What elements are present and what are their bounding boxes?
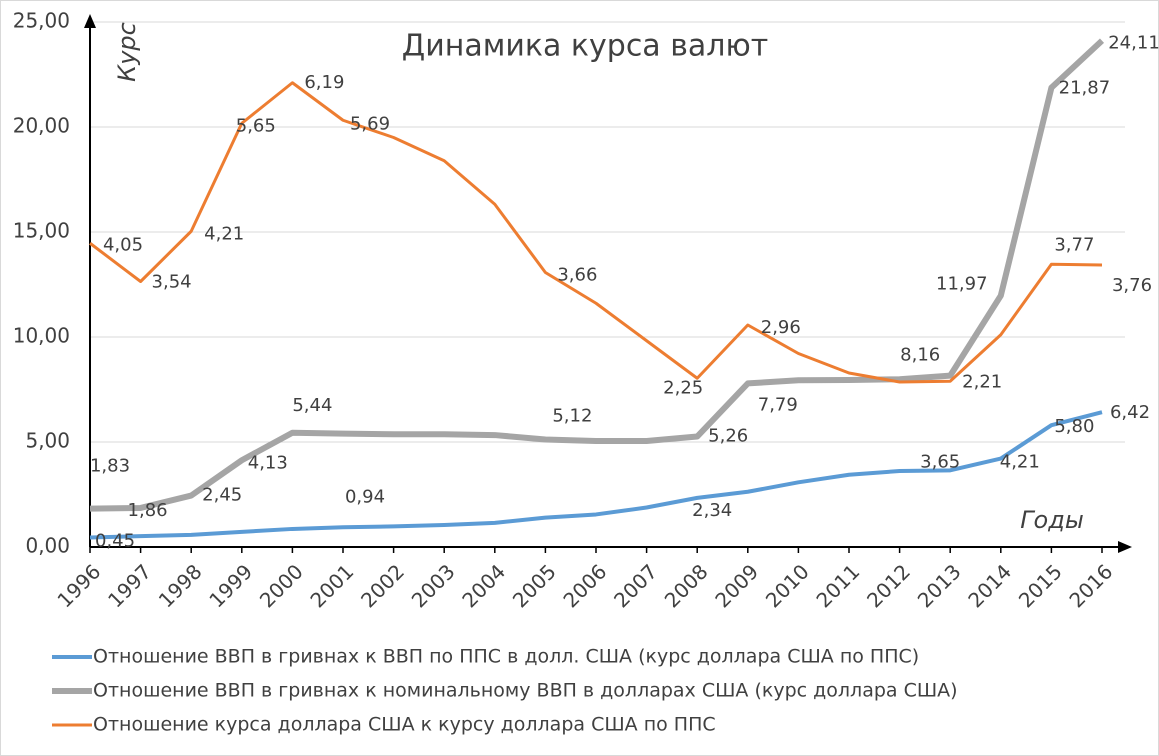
data-label: 11,97: [936, 274, 988, 295]
y-tick-label: 15,00: [13, 219, 70, 243]
legend-label: Отношение курса доллара США к курсу долл…: [93, 714, 716, 736]
x-axis-arrow: [1118, 541, 1132, 553]
data-label: 2,96: [761, 317, 801, 338]
data-label: 2,34: [692, 500, 732, 521]
data-label: 5,80: [1054, 416, 1094, 437]
series-line: [89, 81, 1103, 384]
data-label: 21,87: [1059, 78, 1111, 99]
legend-label: Отношение ВВП в гривнах к номинальному В…: [93, 680, 958, 702]
data-label: 2,45: [202, 485, 242, 506]
y-tick-label: 0,00: [25, 534, 70, 558]
data-label: 3,66: [557, 265, 597, 286]
series-line: [89, 410, 1103, 540]
y-tick-label: 20,00: [13, 114, 70, 138]
data-label: 5,65: [236, 115, 276, 136]
data-label: 8,16: [900, 345, 940, 366]
data-label: 7,79: [758, 394, 798, 415]
data-label: 5,69: [350, 113, 390, 134]
legend-label: Отношение ВВП в гривнах к ВВП по ППС в д…: [93, 646, 919, 668]
data-label: 3,54: [152, 272, 192, 293]
y-tick-label: 25,00: [13, 9, 70, 33]
data-label: 24,11: [1108, 33, 1159, 54]
data-label: 0,45: [95, 531, 135, 552]
data-label: 4,21: [1000, 452, 1040, 473]
data-label: 5,12: [552, 405, 592, 426]
data-label: 3,65: [920, 451, 960, 472]
x-axis-title: Годы: [1020, 506, 1084, 534]
data-label: 4,13: [248, 452, 288, 473]
data-label: 0,94: [345, 486, 385, 507]
data-label: 3,76: [1112, 275, 1152, 296]
y-axis-title: Курс: [113, 22, 141, 82]
data-label: 1,83: [90, 456, 130, 477]
data-label: 5,26: [708, 426, 748, 447]
data-label: 3,77: [1054, 234, 1094, 255]
data-label: 6,42: [1110, 402, 1150, 423]
series-line: [89, 38, 1105, 512]
y-tick-label: 10,00: [13, 324, 70, 348]
data-label: 4,05: [103, 234, 143, 255]
data-label: 6,19: [304, 72, 344, 93]
data-label: 4,21: [204, 223, 244, 244]
chart-title: Динамика курса валют: [402, 29, 768, 64]
data-label: 2,25: [663, 377, 703, 398]
y-axis-arrow: [84, 14, 96, 28]
y-tick-label: 5,00: [25, 429, 70, 453]
data-label: 5,44: [292, 395, 332, 416]
data-label: 2,21: [962, 371, 1002, 392]
data-label: 1,86: [128, 500, 168, 521]
